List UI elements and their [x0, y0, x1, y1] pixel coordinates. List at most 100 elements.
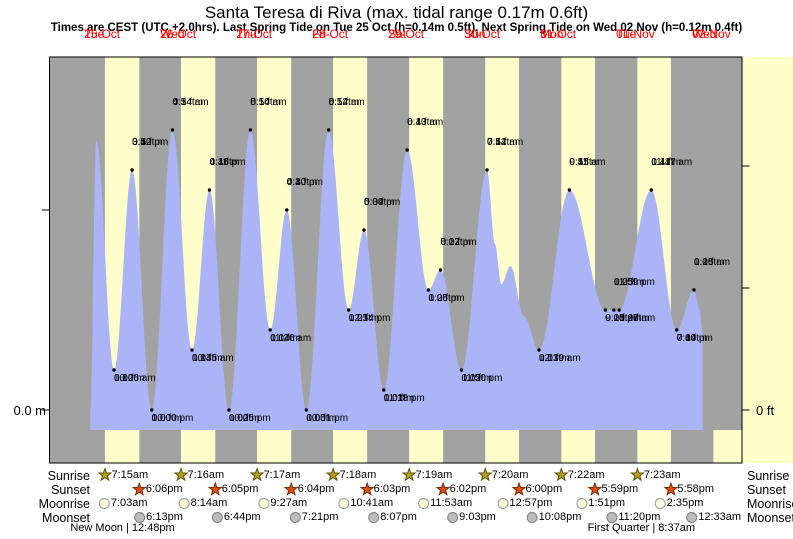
row-label-moonset-right: Moonset [747, 511, 793, 525]
tide-extremum-dot [268, 328, 272, 332]
row-label-sunrise-right: Sunrise [747, 469, 790, 483]
sunrise-time: 7:20am [491, 468, 529, 481]
sunrise-icon [97, 467, 113, 482]
sunrise-time: 7:22am [567, 468, 605, 481]
tide-extremum-dot [617, 308, 621, 312]
moonset-time: 8:07pm [380, 511, 417, 523]
tide-extremum-dot [304, 408, 309, 412]
moonset-time: 11:20pm [618, 511, 661, 523]
y-axis-label-left: 0.0 m [13, 403, 46, 418]
tide-extremum-dot [130, 168, 134, 172]
sunrise-time: 7:17am [263, 468, 301, 481]
sunset-time: 5:58pm [677, 483, 715, 495]
sunset-icon [435, 481, 451, 496]
moonrise-icon [576, 498, 588, 509]
sunset-icon [511, 481, 527, 496]
sunrise-icon [401, 467, 417, 482]
tide-extremum-dot [426, 288, 431, 292]
moonset-icon [289, 512, 301, 523]
moonrise-icon [418, 498, 430, 509]
sunset-icon [283, 481, 299, 496]
moonset-time: 6:13pm [146, 511, 183, 523]
tide-extremum-dot [438, 268, 443, 272]
row-label-sunset-left: Sunset [51, 483, 90, 497]
sunset-time: 6:04pm [297, 483, 335, 495]
page-title: Santa Teresa di Riva (max. tidal range 0… [204, 3, 589, 22]
sunrise-icon [173, 467, 189, 482]
moonset-icon [211, 512, 223, 523]
new-moon-label: New Moon | 12:48pm [70, 522, 175, 534]
tide-extremum-dot [326, 128, 331, 132]
moonset-icon [606, 512, 618, 523]
tide-extremum-dot [362, 228, 366, 232]
sunset-time: 6:06pm [145, 483, 183, 495]
sunrise-icon [249, 467, 265, 482]
moonrise-icon [98, 498, 110, 509]
tide-extremum-dot [382, 388, 386, 392]
moonset-time: 6:44pm [223, 511, 261, 523]
tide-extremum-dot [347, 308, 351, 312]
tide-extremum-dot [190, 348, 194, 352]
sunset-time: 6:00pm [525, 483, 563, 495]
tide-extremum-dot [112, 368, 116, 372]
sunset-icon [663, 481, 679, 496]
sunset-icon [587, 481, 603, 496]
tide-extremum-dot [649, 188, 653, 192]
tide-extremum-dot [603, 308, 607, 312]
tide-extremum-dot [405, 148, 409, 152]
row-label-moonrise-left: Moonrise [38, 497, 90, 511]
sunrise-time: 7:15am [111, 468, 149, 481]
sunrise-time: 7:16am [187, 468, 225, 481]
tide-extremum-dot [227, 408, 231, 412]
tide-extremum-dot [459, 368, 464, 372]
sunset-icon [131, 481, 147, 496]
sunrise-icon [325, 467, 341, 482]
moonrise-time: 9:27am [270, 497, 308, 509]
tide-extremum-dot [537, 348, 541, 352]
moonrise-time: 2:35pm [666, 497, 704, 509]
sunrise-time: 7:19am [415, 468, 453, 481]
tide-extremum-dot [567, 188, 572, 192]
right-margin-strip [742, 57, 793, 463]
tide-extremum-dot [150, 408, 154, 412]
sunset-time: 6:05pm [221, 483, 259, 495]
sunset-time: 6:03pm [373, 483, 411, 495]
row-label-sunrise-left: Sunrise [47, 469, 90, 483]
moonrise-time: 7:03am [110, 497, 148, 509]
row-label-sunset-right: Sunset [747, 483, 786, 497]
tide-extremum-dot [675, 328, 679, 332]
moonrise-icon [178, 498, 190, 509]
moonset-time: 7:21pm [301, 511, 339, 523]
moonrise-icon [338, 498, 350, 509]
y-axis-label-right: 0 ft [756, 403, 775, 418]
moonrise-icon [258, 498, 270, 509]
sunset-icon [359, 481, 375, 496]
moonrise-time: 11:53am [430, 497, 473, 509]
day-labels-row: Tue 25-Oct Wed 26-Oct Thu 27-Oct Fri 28-Oct Sat 2… [84, 27, 731, 41]
sunrise-icon [477, 467, 493, 482]
moonset-icon [134, 512, 146, 523]
moonrise-icon [654, 498, 666, 509]
sunrise-icon [629, 467, 645, 482]
row-label-moonrise-right: Moonrise [747, 497, 793, 511]
tide-extremum-dot [248, 128, 253, 132]
moonset-icon [447, 512, 459, 523]
first-quarter-label: First Quarter | 8:37am [587, 522, 695, 534]
moonrise-time: 12:57pm [509, 497, 553, 509]
moonset-time: 10:08pm [538, 511, 582, 523]
sunrise-icon [553, 467, 569, 482]
moonset-icon [526, 512, 538, 523]
tide-extremum-dot [285, 208, 289, 212]
moonrise-time: 1:51pm [588, 497, 626, 509]
daytime-band [713, 430, 742, 463]
tide-extremum-dot [612, 308, 616, 312]
sunset-time: 5:59pm [601, 483, 639, 495]
moonset-time: 12:33am [698, 511, 742, 523]
moonrise-icon [497, 498, 509, 509]
sunrise-time: 7:18am [339, 468, 377, 481]
tide-extremum-dot [485, 168, 489, 172]
plot-frame [49, 56, 743, 464]
